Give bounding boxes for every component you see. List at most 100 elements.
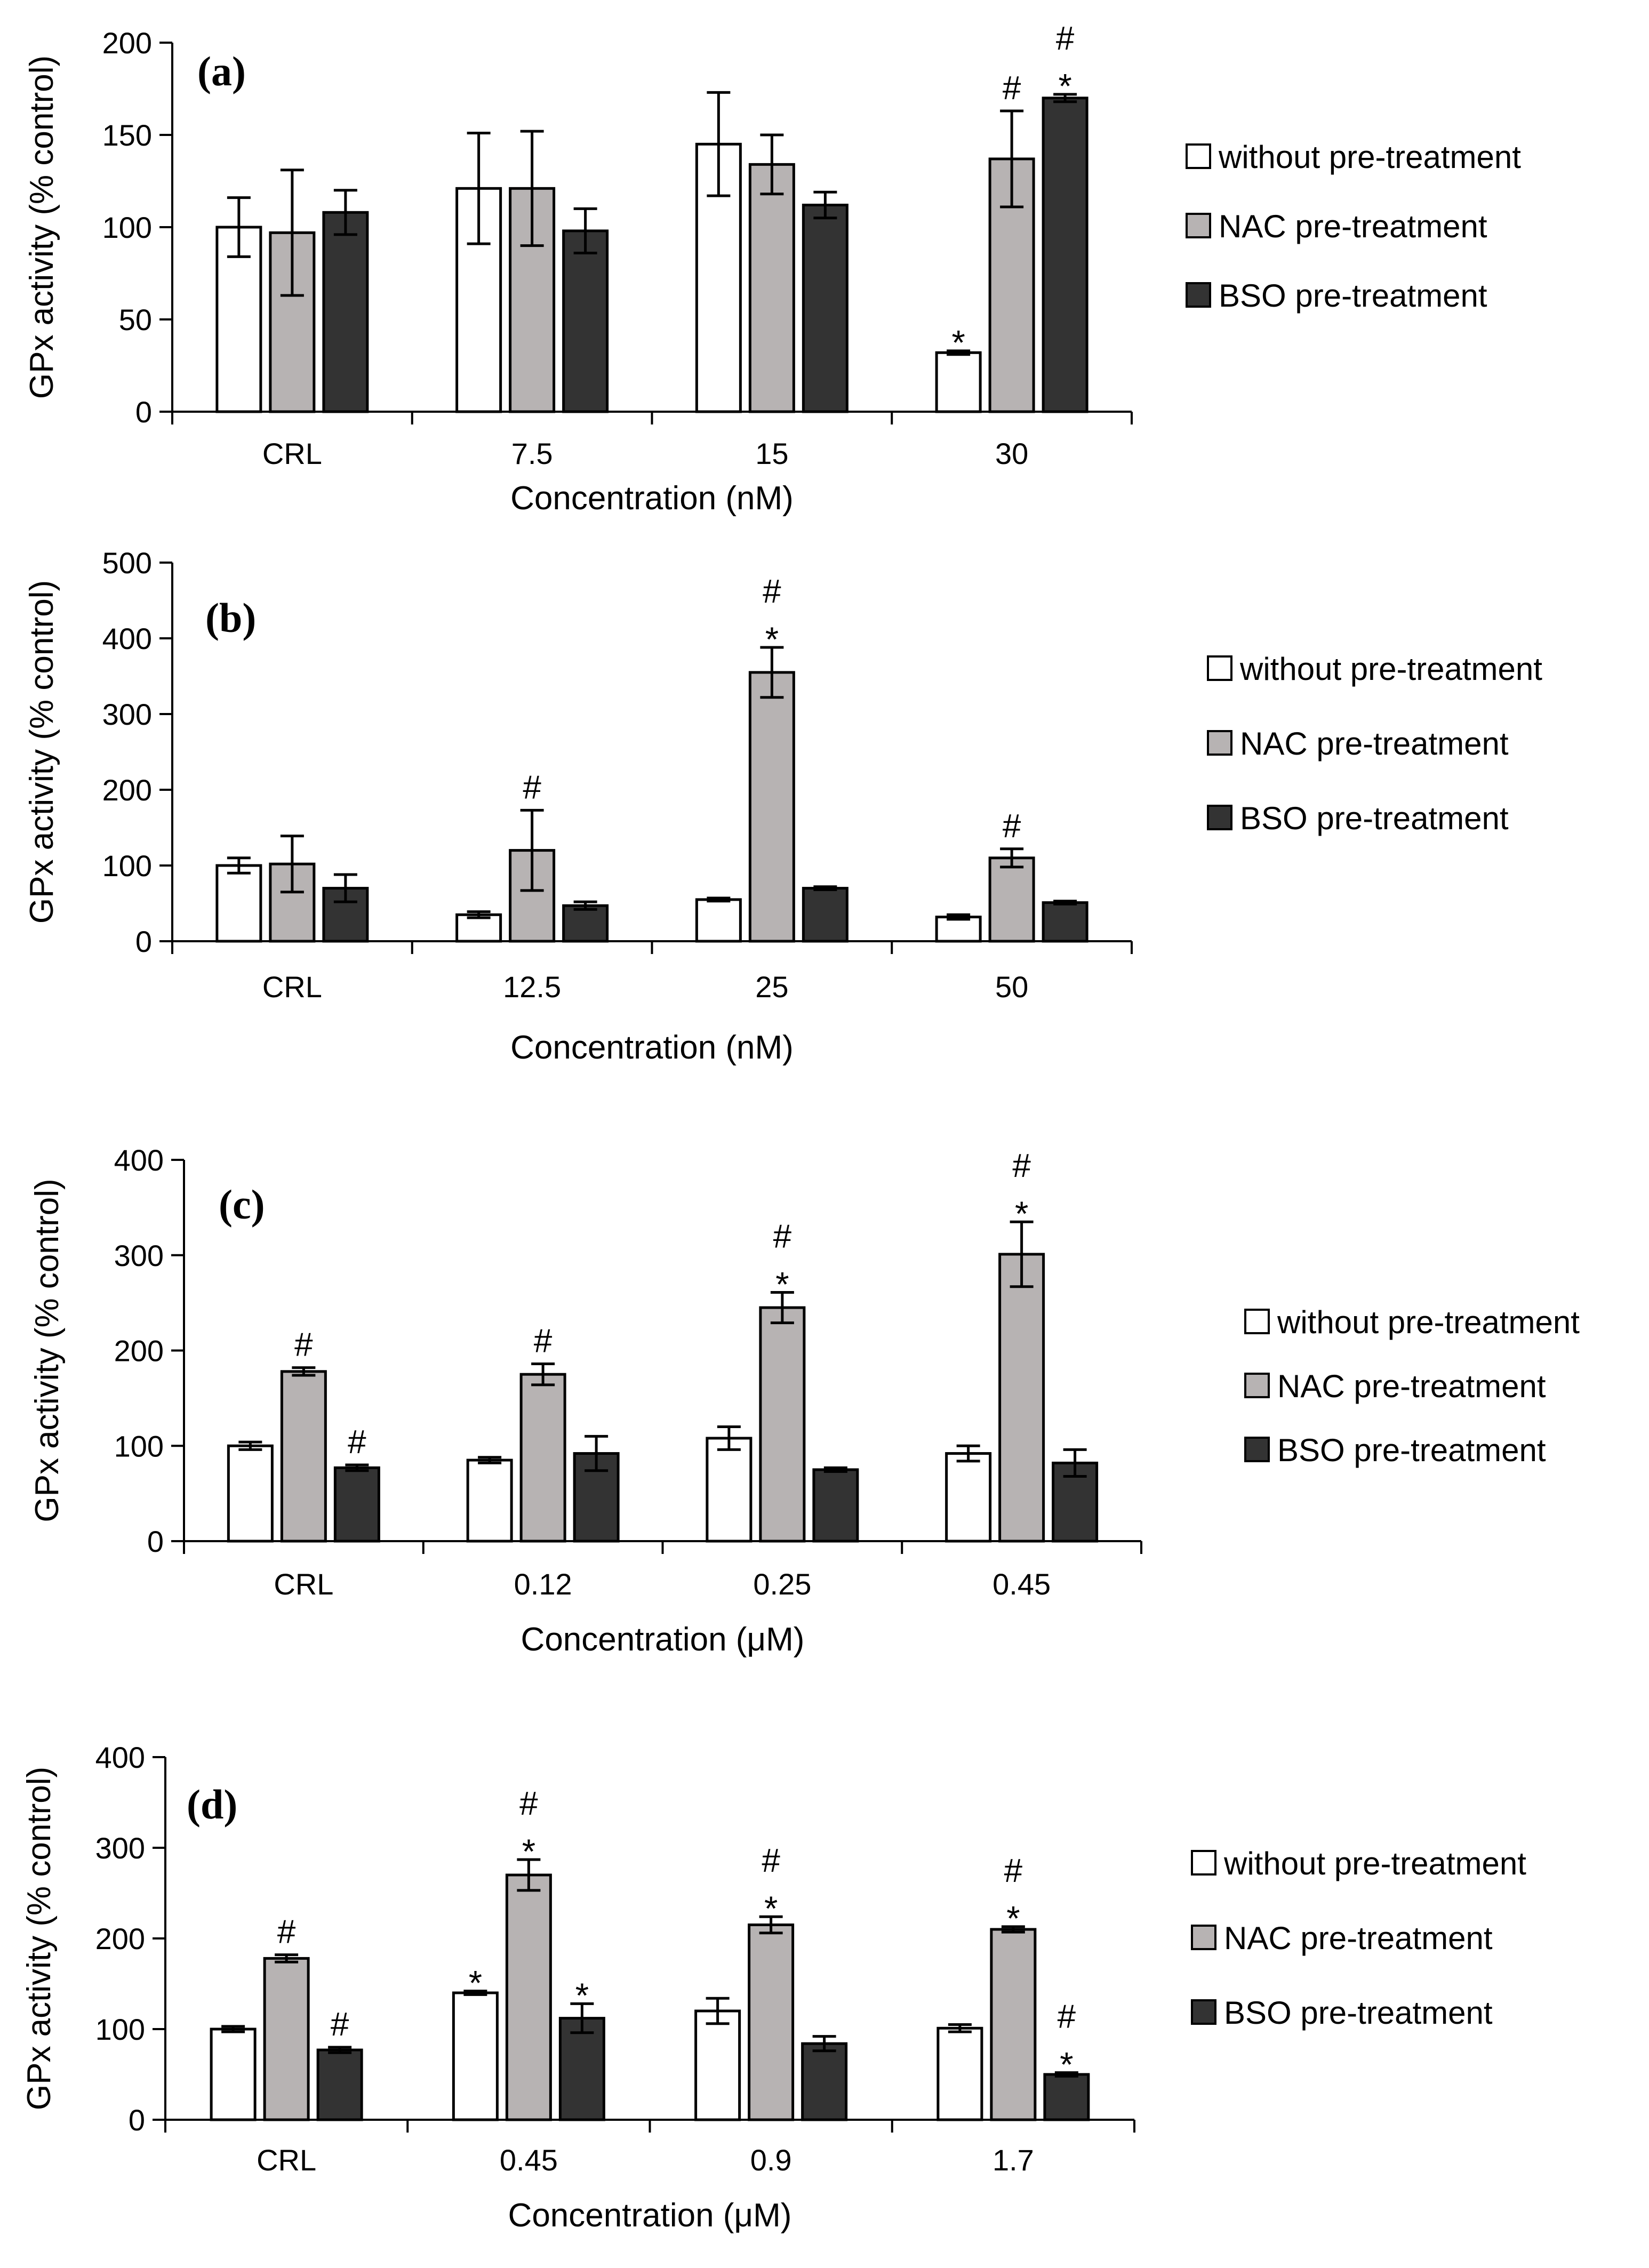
bar [748,1924,795,2121]
significance-hash: # [1003,70,1021,107]
legend-swatch [1244,1309,1270,1334]
legend-swatch [1244,1437,1270,1462]
significance-star: * [951,323,965,362]
x-axis-title: Concentration (μM) [508,2197,792,2234]
significance-star: * [764,1889,778,1928]
panel-label: (c) [219,1181,265,1228]
x-tick-label: 25 [755,970,788,1004]
legend-label: without pre-treatment [1218,139,1521,175]
x-tick-label: 30 [995,437,1028,470]
x-tick-label: CRL [274,1567,333,1601]
bar [505,1873,552,2121]
bar [801,2042,848,2121]
y-tick-label: 150 [102,118,152,152]
legend-label: without pre-treatment [1223,1846,1526,1881]
x-axis-title: Concentration (nM) [510,1029,794,1066]
x-tick-label: 7.5 [511,437,553,470]
x-tick-label: 0.45 [992,1567,1051,1601]
x-axis-title: Concentration (μM) [521,1621,805,1658]
bar [210,2027,257,2121]
y-tick-label: 200 [95,1922,145,1956]
y-axis-title: GPx activity (% control) [21,1767,58,2110]
significance-star: * [1058,67,1071,106]
legend-label: BSO pre-treatment [1224,1995,1493,2031]
significance-star: * [1015,1194,1028,1233]
bar [562,904,609,943]
bar [748,671,795,943]
y-axis-title: GPx activity (% control) [29,1179,66,1522]
bar [1042,901,1088,943]
legend-swatch [1207,730,1232,756]
significance-hash: # [519,1785,538,1822]
y-tick-label: 300 [102,698,152,731]
panel-b: 0 100 200 300 400 500 CRL 12.5 25 50 Concentration… [23,546,1542,1066]
legend-swatch [1207,655,1232,681]
legend-label: BSO pre-treatment [1277,1432,1546,1468]
significance-hash: # [763,573,781,610]
bar [333,1466,380,1543]
y-tick-label: 0 [147,1525,164,1558]
bar [802,203,848,413]
bar [452,1991,499,2121]
bar [748,163,795,413]
bar [935,916,982,943]
significance-hash: # [277,1914,296,1951]
legend-label: NAC pre-treatment [1240,726,1509,762]
bar [990,1928,1037,2121]
legend-swatch [1186,143,1211,169]
significance-hash: # [1056,20,1075,57]
x-tick-label: 12.5 [503,970,561,1004]
significance-star: * [575,1976,589,2015]
legend-label: NAC pre-treatment [1219,209,1487,244]
bar [695,898,742,943]
legend-label: without pre-treatment [1277,1304,1580,1340]
y-tick-label: 50 [119,303,152,336]
x-tick-label: 50 [995,970,1028,1004]
bar [215,864,262,943]
bar [988,856,1035,943]
bar [1043,2073,1090,2121]
y-tick-label: 100 [102,849,152,883]
y-tick-label: 200 [102,773,152,807]
panel-c: 0 100 200 300 400 CRL 0.12 0.25 0.45 Concentratio… [29,1143,1580,1658]
y-tick-label: 0 [135,395,152,429]
significance-star: * [765,620,779,659]
significance-hash: # [348,1424,366,1461]
bar [759,1306,806,1543]
significance-star: * [1006,1899,1020,1938]
panel-a: 0 50 100 150 200 CRL 7.5 15 30 Concentration (nM)… [23,20,1521,517]
bar [945,1452,992,1543]
bar [802,887,848,943]
x-tick-label: 0.25 [753,1567,811,1601]
significance-hash: # [1004,1853,1023,1889]
y-tick-label: 400 [102,622,152,655]
legend-label: NAC pre-treatment [1277,1368,1546,1404]
significance-hash: # [1058,1999,1076,2035]
x-tick-label: 0.45 [500,2143,558,2177]
legend-swatch [1191,1850,1216,1876]
bar [227,1444,274,1543]
bar [558,2017,605,2121]
significance-star: * [469,1964,482,2002]
legend-swatch [1191,1925,1216,1950]
bar [322,211,369,413]
x-tick-label: 1.7 [992,2143,1034,2177]
x-tick-label: CRL [262,437,322,470]
y-tick-label: 0 [129,2103,145,2137]
y-axis-title: GPx activity (% control) [23,580,60,924]
significance-star: * [1060,2045,1073,2084]
significance-hash: # [773,1218,792,1255]
y-tick-label: 100 [102,211,152,244]
significance-hash: # [762,1842,780,1879]
bar [812,1468,859,1543]
bar [280,1370,327,1543]
x-tick-label: CRL [257,2143,316,2177]
legend-swatch [1186,282,1211,308]
legend-swatch [1244,1373,1270,1398]
legend-label: without pre-treatment [1239,651,1542,687]
legend-label: NAC pre-treatment [1224,1920,1493,1956]
x-tick-label: CRL [262,970,322,1004]
bar [936,2026,983,2121]
legend-swatch [1191,1999,1216,2025]
